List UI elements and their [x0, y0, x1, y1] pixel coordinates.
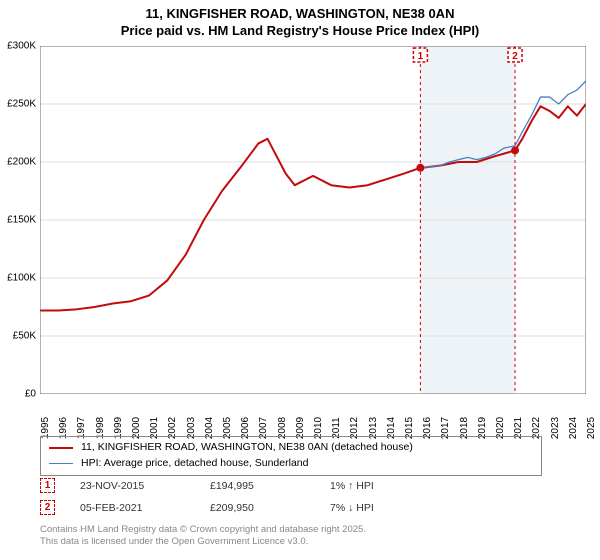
sale-price-1: £194,995: [210, 480, 300, 492]
y-tick-label: £200K: [7, 157, 36, 168]
chart-title-block: 11, KINGFISHER ROAD, WASHINGTON, NE38 0A…: [0, 0, 600, 40]
legend-label: HPI: Average price, detached house, Sund…: [81, 456, 308, 472]
x-tick-label: 2023: [550, 417, 561, 439]
sale-date-2: 05-FEB-2021: [80, 502, 180, 514]
x-axis-labels: 1995199619971998199920002001200220032004…: [40, 396, 586, 436]
sale-price-2: £209,950: [210, 502, 300, 514]
y-tick-label: £50K: [13, 331, 36, 342]
footer-line-1: Contains HM Land Registry data © Crown c…: [40, 524, 570, 536]
legend: 11, KINGFISHER ROAD, WASHINGTON, NE38 0A…: [40, 436, 542, 476]
sale-row-1: 1 23-NOV-2015 £194,995 1% ↑ HPI: [40, 478, 560, 493]
svg-text:2: 2: [512, 51, 518, 62]
sale-marker-2: 2: [40, 500, 55, 515]
footer-note: Contains HM Land Registry data © Crown c…: [40, 524, 570, 548]
sale-row-2: 2 05-FEB-2021 £209,950 7% ↓ HPI: [40, 500, 560, 515]
legend-swatch: [49, 463, 73, 464]
legend-item: HPI: Average price, detached house, Sund…: [49, 456, 533, 472]
footer-line-2: This data is licensed under the Open Gov…: [40, 536, 570, 548]
sale-marker-1: 1: [40, 478, 55, 493]
legend-item: 11, KINGFISHER ROAD, WASHINGTON, NE38 0A…: [49, 440, 533, 456]
title-line-1: 11, KINGFISHER ROAD, WASHINGTON, NE38 0A…: [0, 6, 600, 23]
svg-text:1: 1: [418, 51, 424, 62]
legend-label: 11, KINGFISHER ROAD, WASHINGTON, NE38 0A…: [81, 440, 413, 456]
chart-plot: 12: [40, 46, 586, 394]
sale-delta-1: 1% ↑ HPI: [330, 480, 374, 492]
sale-delta-2: 7% ↓ HPI: [330, 502, 374, 514]
x-tick-label: 2025: [586, 417, 597, 439]
legend-swatch: [49, 447, 73, 449]
y-tick-label: £300K: [7, 41, 36, 52]
title-line-2: Price paid vs. HM Land Registry's House …: [0, 23, 600, 40]
y-tick-label: £250K: [7, 99, 36, 110]
y-tick-label: £150K: [7, 215, 36, 226]
y-tick-label: £0: [25, 389, 36, 400]
sale-date-1: 23-NOV-2015: [80, 480, 180, 492]
y-tick-label: £100K: [7, 273, 36, 284]
y-axis-labels: £0£50K£100K£150K£200K£250K£300K: [0, 46, 38, 394]
x-tick-label: 2024: [568, 417, 579, 439]
